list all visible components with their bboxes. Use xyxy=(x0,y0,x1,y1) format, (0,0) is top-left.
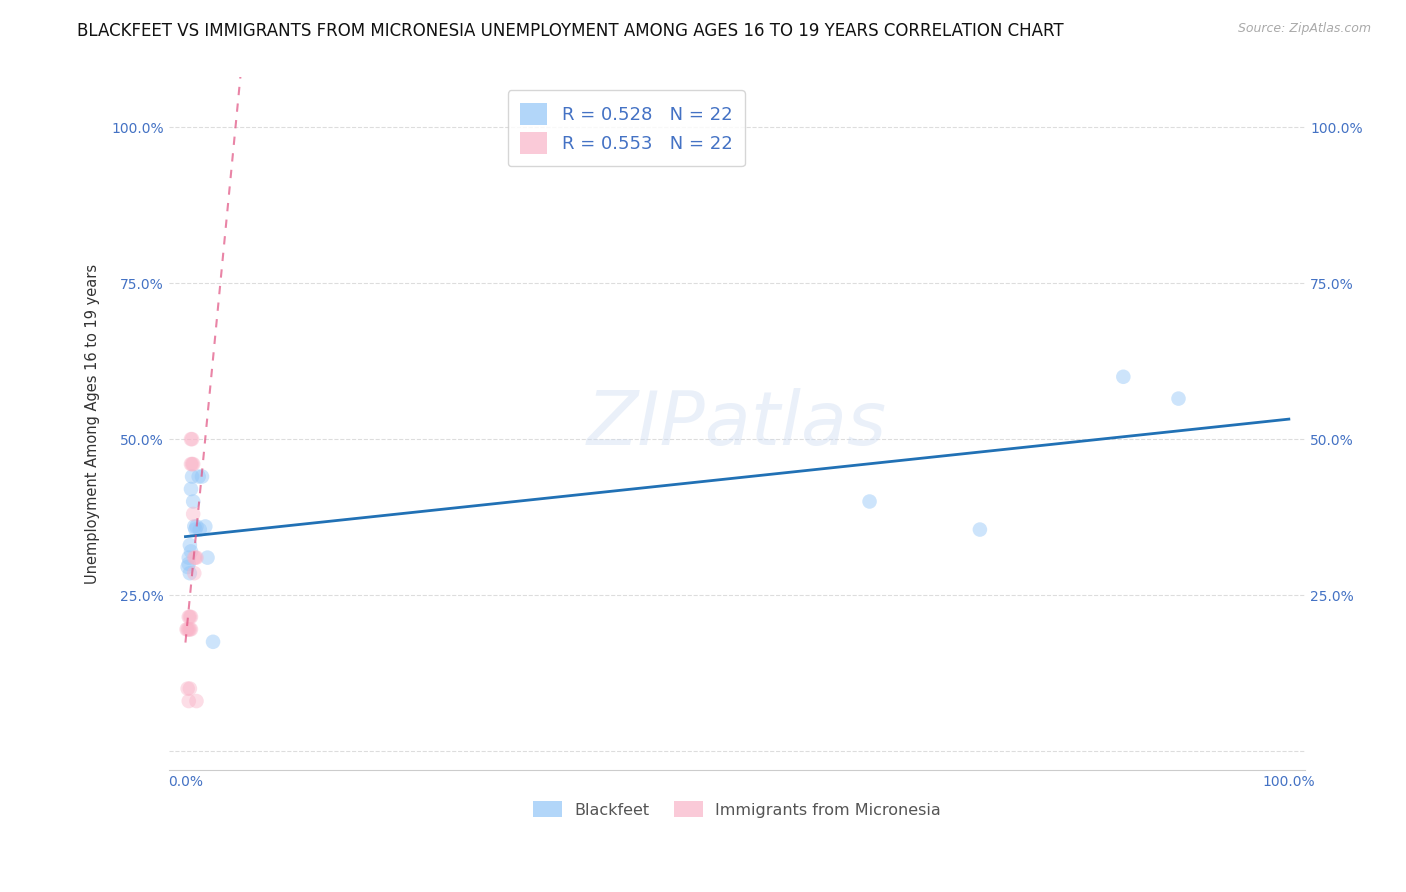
Point xyxy=(183,519,205,533)
Point xyxy=(191,469,214,483)
Point xyxy=(177,550,200,565)
Point xyxy=(197,550,219,565)
Point xyxy=(177,694,200,708)
Point xyxy=(176,681,198,696)
Text: ZIPatlas: ZIPatlas xyxy=(588,387,887,459)
Point xyxy=(181,457,204,471)
Point xyxy=(187,469,209,483)
Point xyxy=(181,457,204,471)
Point xyxy=(176,560,198,574)
Point xyxy=(183,550,205,565)
Point xyxy=(179,566,201,581)
Point xyxy=(183,566,205,581)
Legend: Blackfeet, Immigrants from Micronesia: Blackfeet, Immigrants from Micronesia xyxy=(527,795,948,824)
Point xyxy=(180,623,202,637)
Point xyxy=(179,681,201,696)
Point xyxy=(1167,392,1189,406)
Point xyxy=(179,538,201,552)
Y-axis label: Unemployment Among Ages 16 to 19 years: Unemployment Among Ages 16 to 19 years xyxy=(86,263,100,583)
Text: BLACKFEET VS IMMIGRANTS FROM MICRONESIA UNEMPLOYMENT AMONG AGES 16 TO 19 YEARS C: BLACKFEET VS IMMIGRANTS FROM MICRONESIA … xyxy=(77,22,1064,40)
Point xyxy=(176,623,198,637)
Point xyxy=(1112,369,1135,384)
Point xyxy=(177,623,200,637)
Point xyxy=(186,694,208,708)
Point xyxy=(179,610,201,624)
Point xyxy=(194,519,217,533)
Point xyxy=(969,523,991,537)
Point xyxy=(180,610,202,624)
Point xyxy=(181,432,204,446)
Point xyxy=(184,550,207,565)
Text: Source: ZipAtlas.com: Source: ZipAtlas.com xyxy=(1237,22,1371,36)
Point xyxy=(180,457,202,471)
Point xyxy=(177,557,200,571)
Point xyxy=(184,523,207,537)
Point xyxy=(188,523,211,537)
Point xyxy=(176,623,198,637)
Point xyxy=(177,610,200,624)
Point xyxy=(858,494,880,508)
Point xyxy=(180,482,202,496)
Point xyxy=(202,635,225,649)
Point xyxy=(181,469,204,483)
Point xyxy=(179,623,201,637)
Point xyxy=(181,494,204,508)
Point xyxy=(180,432,202,446)
Point xyxy=(186,519,208,533)
Point xyxy=(186,550,208,565)
Point xyxy=(181,507,204,521)
Point xyxy=(180,544,202,558)
